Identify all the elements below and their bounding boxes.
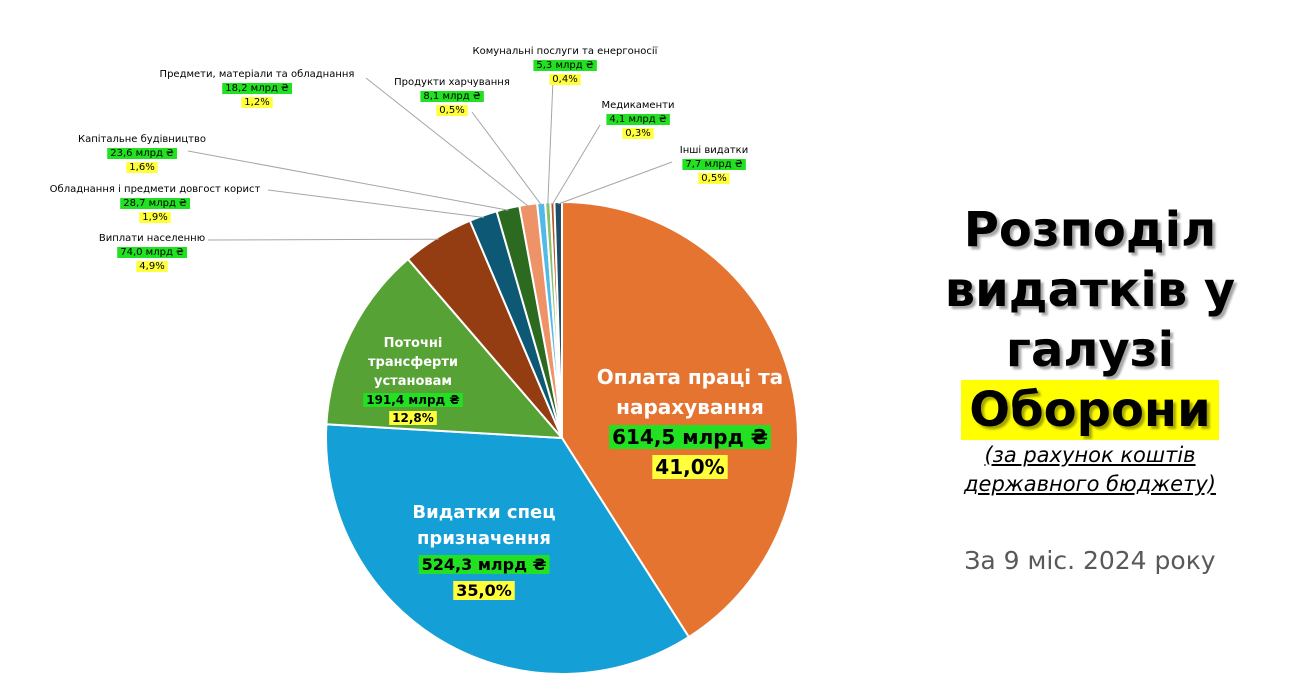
slice-label-9: Медикаменти 4,1 млрд ₴ 0,3% — [602, 100, 675, 139]
slice-name-5-line-0: Капітальне будівництво — [78, 133, 206, 145]
slice-label-2: Поточні трансферти установам 191,4 млрд ₴ 12… — [363, 336, 463, 425]
slice-value-9: 4,1 млрд ₴ — [609, 114, 666, 125]
slice-label-6: Предмети, матеріали та обладнання 18,2 мл… — [160, 68, 355, 108]
slice-value-1: 524,3 млрд ₴ — [422, 555, 547, 574]
slice-value-highlight-1 — [418, 555, 550, 574]
slice-percent-5: 1,6% — [129, 162, 154, 173]
slice-percent-highlight-6 — [241, 97, 273, 108]
slice-value-highlight-7 — [420, 91, 484, 102]
slice-value-highlight-0 — [609, 425, 771, 449]
slice-name-2-line-0: Поточні — [384, 336, 443, 351]
slice-percent-highlight-0 — [652, 455, 728, 479]
slice-percent-highlight-7 — [436, 105, 468, 116]
slice-name-1-line-1: призначення — [417, 528, 551, 549]
chart-title-line-1: Розподіл — [963, 202, 1217, 258]
leader-line-6 — [365, 77, 529, 207]
chart-title-line-2: видатків у — [944, 262, 1236, 318]
slice-value-highlight-4 — [120, 198, 191, 209]
slice-label-7: Продукти харчування 8,1 млрд ₴ 0,5% — [394, 77, 510, 116]
slice-percent-7: 0,5% — [439, 105, 464, 116]
leader-line-7 — [471, 111, 542, 206]
chart-subtitle-line-2: державного бюджету) — [964, 472, 1216, 496]
pie-slice-10 — [553, 200, 563, 439]
slice-name-2-line-1: трансферти — [368, 355, 458, 370]
leader-line-10 — [558, 161, 673, 205]
slice-name-9-line-0: Медикаменти — [602, 100, 675, 111]
slice-percent-highlight-2 — [389, 411, 437, 425]
slice-value-highlight-8 — [533, 60, 597, 71]
chart-period: За 9 міс. 2024 року — [964, 546, 1216, 575]
leader-line-8 — [547, 79, 554, 205]
slice-percent-8: 0,4% — [552, 74, 577, 85]
slice-value-highlight-5 — [107, 148, 178, 159]
slice-label-10: Інші видатки 7,7 млрд ₴ 0,5% — [680, 144, 748, 184]
slice-percent-2: 12,8% — [392, 411, 434, 425]
slice-value-0: 614,5 млрд ₴ — [612, 425, 768, 449]
leader-line-3 — [207, 238, 439, 241]
slice-value-4: 28,7 млрд ₴ — [123, 198, 187, 209]
slice-percent-highlight-5 — [126, 162, 158, 173]
slice-percent-4: 1,9% — [142, 212, 167, 223]
leader-line-9 — [551, 124, 601, 205]
slice-percent-highlight-4 — [139, 212, 171, 223]
slice-percent-3: 4,9% — [139, 261, 164, 272]
slice-percent-10: 0,5% — [701, 173, 726, 184]
slice-name-0-line-0: Оплата праці та — [597, 365, 783, 389]
slice-value-highlight-3 — [117, 247, 188, 258]
slice-value-highlight-6 — [222, 83, 293, 94]
slice-label-3: Виплати населенню 74,0 млрд ₴ 4,9% — [99, 233, 205, 272]
slice-name-2-line-2: установам — [374, 374, 452, 389]
slice-value-5: 23,6 млрд ₴ — [110, 148, 174, 159]
slice-percent-highlight-8 — [549, 74, 581, 85]
slice-percent-highlight-10 — [698, 173, 730, 184]
slice-name-6-line-0: Предмети, матеріали та обладнання — [160, 68, 355, 80]
slice-value-highlight-9 — [606, 114, 670, 125]
slice-percent-highlight-3 — [136, 261, 168, 272]
slice-name-4-line-0: Обладнання і предмети довгост корист — [50, 183, 261, 195]
slice-name-0-line-1: нарахування — [616, 395, 764, 419]
pie-slice-0 — [561, 200, 799, 639]
slice-label-1: Видатки спец призначення 524,3 млрд ₴ 35,0% — [412, 502, 556, 600]
slice-label-5: Капітальне будівництво 23,6 млрд ₴ 1,6% — [78, 133, 206, 173]
slice-name-10-line-0: Інші видатки — [680, 144, 748, 156]
slice-percent-highlight-9 — [622, 128, 654, 139]
pie-slice-1 — [325, 423, 691, 675]
slice-value-highlight-10 — [682, 159, 746, 170]
slice-value-3: 74,0 млрд ₴ — [120, 247, 184, 258]
slice-name-7-line-0: Продукти харчування — [394, 77, 510, 88]
slice-label-0: Оплата праці та нарахування 614,5 млрд ₴ 41… — [597, 365, 783, 479]
slice-value-8: 5,3 млрд ₴ — [536, 60, 593, 71]
chart-subtitle-line-1: (за рахунок коштів — [984, 443, 1196, 467]
leader-line-4 — [267, 189, 484, 218]
slice-label-4: Обладнання і предмети довгост корист 28,7… — [50, 183, 261, 223]
leader-line-5 — [187, 150, 509, 211]
slice-value-2: 191,4 млрд ₴ — [366, 393, 460, 407]
slice-value-10: 7,7 млрд ₴ — [685, 159, 742, 170]
slice-name-3-line-0: Виплати населенню — [99, 233, 205, 244]
chart-title-highlight: Оборони — [961, 380, 1219, 440]
slice-value-highlight-2 — [363, 393, 463, 407]
slice-name-1-line-0: Видатки спец — [412, 502, 555, 523]
slice-percent-0: 41,0% — [655, 455, 724, 479]
slice-percent-1: 35,0% — [456, 581, 512, 600]
slice-label-8: Комунальні послуги та енергоносії 5,3 млр… — [473, 45, 658, 85]
slice-percent-highlight-1 — [453, 581, 515, 600]
slice-value-7: 8,1 млрд ₴ — [423, 91, 480, 102]
slice-value-6: 18,2 млрд ₴ — [225, 83, 289, 94]
slice-name-8-line-0: Комунальні послуги та енергоносії — [473, 45, 658, 57]
chart-title-line-3: галузі — [1005, 322, 1175, 378]
slice-percent-9: 0,3% — [625, 128, 650, 139]
title-block: Розподіл видатків у галузі Оборони (за р… — [900, 200, 1280, 575]
slice-percent-6: 1,2% — [244, 97, 269, 108]
